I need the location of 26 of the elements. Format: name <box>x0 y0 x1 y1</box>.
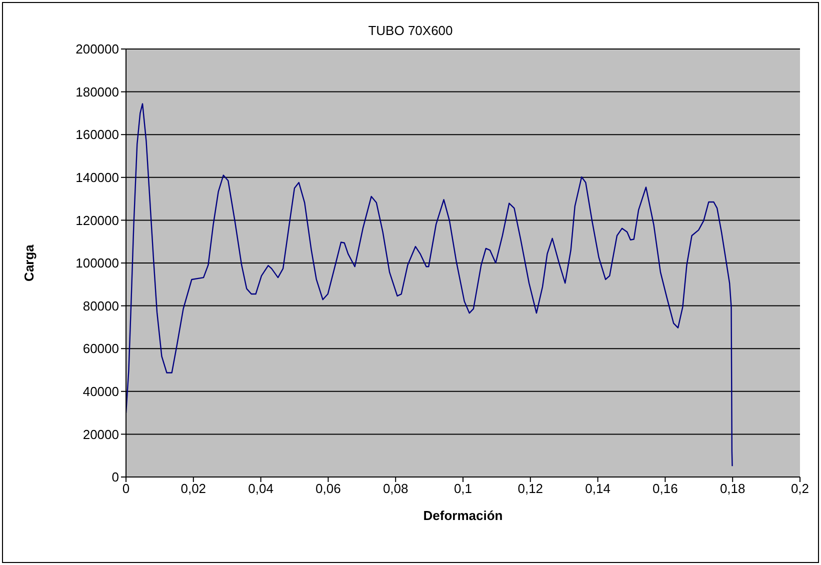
y-tick-label: 0 <box>112 470 119 485</box>
x-tick-label: 0,16 <box>652 481 678 496</box>
x-tick-label: 0,08 <box>382 481 408 496</box>
y-tick-label: 200000 <box>76 42 119 57</box>
y-tick-label: 40000 <box>82 384 119 400</box>
chart-title: TUBO 70X600 <box>367 23 454 38</box>
y-tick-label: 20000 <box>82 426 119 442</box>
y-tick-label: 180000 <box>76 84 119 100</box>
y-tick-label: 80000 <box>82 298 119 314</box>
x-tick-label: 0 <box>122 481 130 496</box>
x-tick-label: 0,02 <box>180 481 206 496</box>
x-tick-label: 0,2 <box>790 481 810 496</box>
y-tick-label: 60000 <box>82 341 119 356</box>
x-axis-title: Deformación <box>423 508 503 523</box>
x-tick-label: 0,12 <box>518 481 544 496</box>
y-tick-label: 120000 <box>76 212 119 228</box>
y-axis-title: Carga <box>22 244 37 282</box>
y-tick-label: 100000 <box>76 256 119 271</box>
line-series <box>126 103 733 467</box>
y-tick-label: 140000 <box>76 170 119 186</box>
x-tick-label: 0,14 <box>585 481 610 496</box>
x-tick-label: 0,04 <box>248 481 274 496</box>
x-tick-label: 0,1 <box>454 481 472 496</box>
x-tick-label: 0,06 <box>316 481 341 496</box>
x-tick-label: 0,18 <box>720 481 746 496</box>
y-tick-label: 160000 <box>76 127 119 142</box>
